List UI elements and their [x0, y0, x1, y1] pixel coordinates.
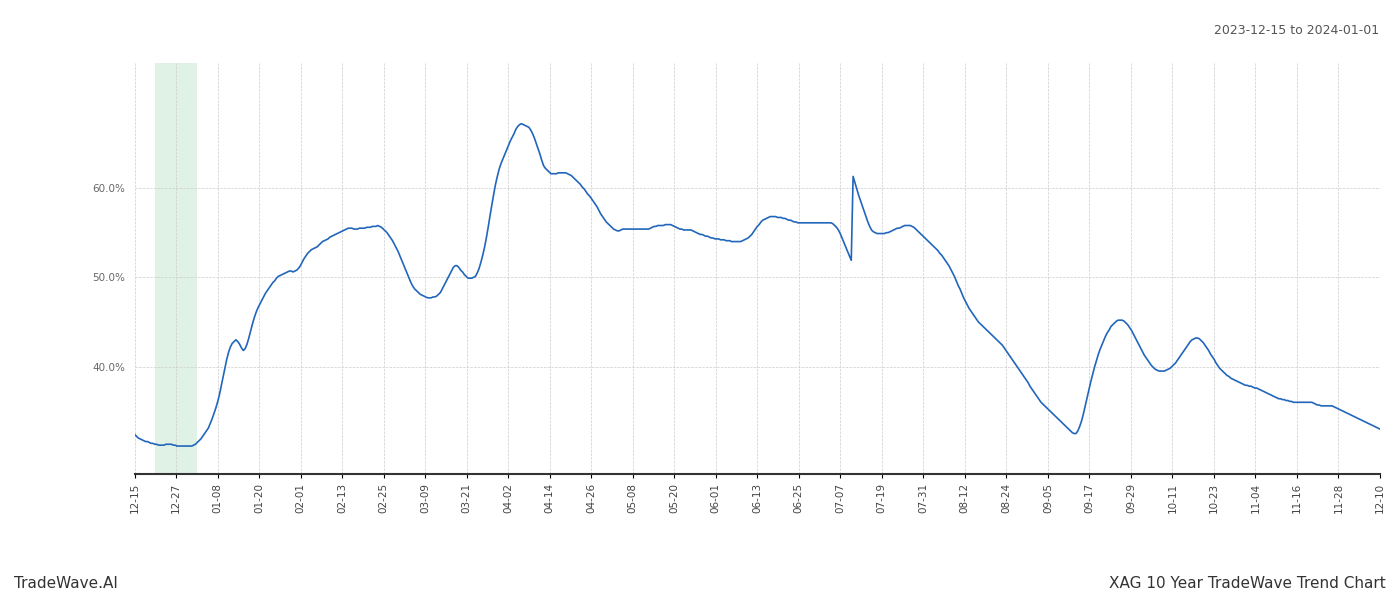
Text: XAG 10 Year TradeWave Trend Chart: XAG 10 Year TradeWave Trend Chart	[1109, 576, 1386, 591]
Bar	[155, 63, 197, 474]
Text: 2023-12-15 to 2024-01-01: 2023-12-15 to 2024-01-01	[1214, 24, 1379, 37]
Text: TradeWave.AI: TradeWave.AI	[14, 576, 118, 591]
